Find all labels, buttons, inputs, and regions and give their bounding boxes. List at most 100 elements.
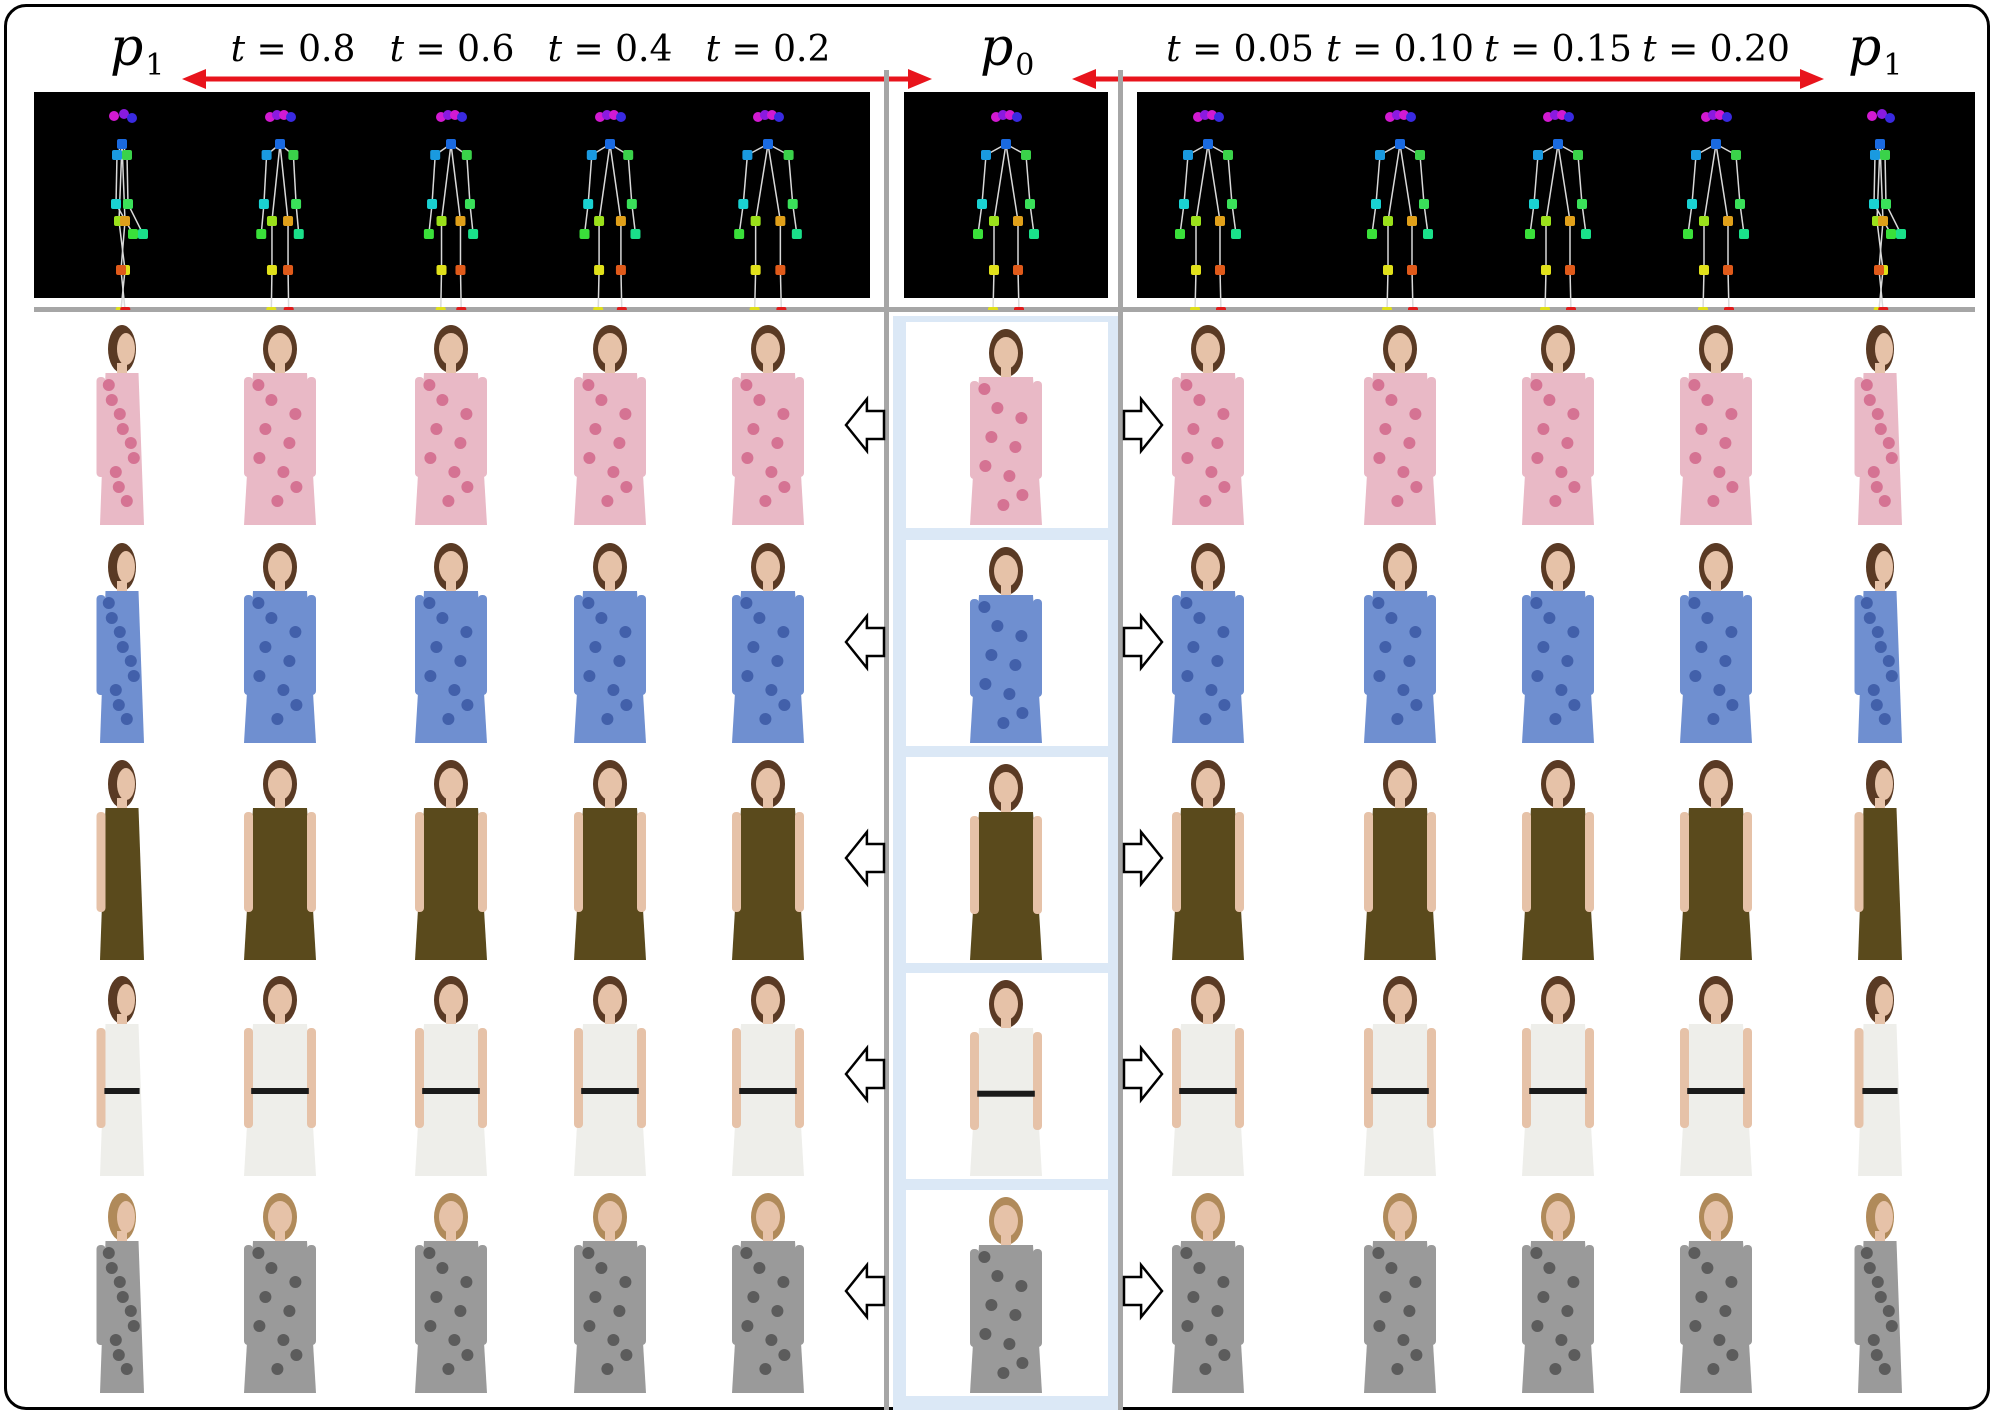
- left-hollow-arrow-icon: [844, 1261, 886, 1321]
- arm: [478, 595, 487, 695]
- pose-limb: [981, 154, 987, 205]
- pose-limb: [1219, 269, 1222, 310]
- dress-pattern: [607, 1334, 620, 1346]
- dress-pattern: [1701, 1262, 1714, 1274]
- dress-pattern: [289, 1276, 302, 1288]
- pose-limb: [459, 269, 462, 310]
- face: [1388, 984, 1412, 1016]
- arm: [1585, 1245, 1594, 1345]
- pose-joint: [977, 199, 987, 209]
- arm: [1033, 1249, 1042, 1347]
- dress-pattern: [1549, 1363, 1562, 1375]
- pose-limb: [1544, 269, 1547, 310]
- dress: [1680, 808, 1752, 960]
- face: [117, 1201, 135, 1233]
- pose-limb: [1577, 154, 1583, 205]
- face: [1875, 333, 1893, 365]
- dress-pattern: [1530, 1247, 1543, 1259]
- dress-pattern: [1568, 481, 1581, 493]
- arm: [970, 599, 979, 697]
- arm: [478, 1028, 487, 1128]
- dress-pattern: [113, 1276, 126, 1288]
- dress-pattern: [1561, 437, 1574, 449]
- pose-joint: [1216, 307, 1226, 310]
- dress-pattern: [1555, 684, 1568, 696]
- neck: [1203, 581, 1213, 593]
- dress-pattern: [442, 1363, 455, 1375]
- dress-pattern: [1410, 481, 1423, 493]
- neck: [446, 363, 456, 375]
- neck: [1711, 363, 1721, 375]
- generated-person: [1172, 543, 1244, 743]
- arm: [1743, 377, 1752, 477]
- dress-pattern: [1199, 495, 1212, 507]
- neck: [605, 1231, 615, 1243]
- dress: [1522, 808, 1594, 960]
- generated-person: [1172, 1193, 1244, 1393]
- generated-person: [732, 760, 804, 960]
- skeleton-layer: [109, 109, 1906, 310]
- belt: [1529, 1088, 1587, 1094]
- right-hollow-arrow-icon: [1122, 1044, 1164, 1104]
- neck: [763, 798, 773, 810]
- pose-joint: [122, 150, 132, 160]
- dress-pattern: [1211, 655, 1224, 667]
- pose-joint: [261, 150, 272, 160]
- arm: [96, 1028, 106, 1128]
- dress-pattern: [740, 379, 753, 391]
- arm: [1427, 1245, 1436, 1345]
- neck: [1001, 367, 1011, 379]
- generated-person: [732, 325, 804, 525]
- pose-joint: [1383, 216, 1393, 226]
- pose-limb: [292, 154, 297, 205]
- arm: [244, 595, 253, 695]
- pose-joint: [750, 216, 761, 226]
- dress-pattern: [120, 713, 133, 725]
- arm: [970, 816, 979, 914]
- dress-pattern: [1217, 626, 1230, 638]
- pose-limb: [1387, 143, 1401, 222]
- dress-pattern: [765, 684, 778, 696]
- dress-pattern: [102, 597, 115, 609]
- dress-pattern: [252, 1247, 265, 1259]
- dress-pattern: [430, 423, 443, 435]
- pose-limb: [620, 269, 623, 310]
- pose-joint: [1867, 111, 1877, 121]
- dress-pattern: [1688, 1247, 1701, 1259]
- arm: [478, 1245, 487, 1345]
- dress-pattern: [105, 394, 118, 406]
- dress-pattern: [271, 1363, 284, 1375]
- pose-joint: [1179, 199, 1189, 209]
- pose-limb: [1735, 154, 1741, 205]
- pose-joint: [1215, 265, 1225, 275]
- neck: [1203, 798, 1213, 810]
- generated-person: [1364, 543, 1436, 743]
- pose-joint: [1881, 199, 1891, 209]
- dress-pattern: [424, 1320, 437, 1332]
- dress-pattern: [124, 655, 137, 667]
- arm: [1680, 595, 1689, 695]
- dress-pattern: [620, 1349, 633, 1361]
- neck: [1395, 798, 1405, 810]
- dress-pattern: [271, 495, 284, 507]
- generated-person: [415, 325, 487, 525]
- face: [1875, 1201, 1893, 1233]
- dress-pattern: [741, 670, 754, 682]
- dress-pattern: [1385, 1262, 1398, 1274]
- pose-limb: [787, 154, 794, 205]
- dress-pattern: [747, 423, 760, 435]
- generated-person: [244, 1193, 316, 1393]
- dress-pattern: [1180, 379, 1193, 391]
- dress-pattern: [1391, 1363, 1404, 1375]
- pose-joint: [436, 216, 447, 226]
- dress-pattern: [1016, 489, 1029, 501]
- dress-pattern: [120, 495, 133, 507]
- dress-pattern: [448, 684, 461, 696]
- pose-joint: [1407, 265, 1417, 275]
- dress-pattern: [277, 466, 290, 478]
- pose-limb: [1702, 269, 1705, 310]
- dress: [1522, 1024, 1594, 1176]
- dress-pattern: [113, 408, 126, 420]
- arm: [795, 1028, 804, 1128]
- arm: [574, 595, 583, 695]
